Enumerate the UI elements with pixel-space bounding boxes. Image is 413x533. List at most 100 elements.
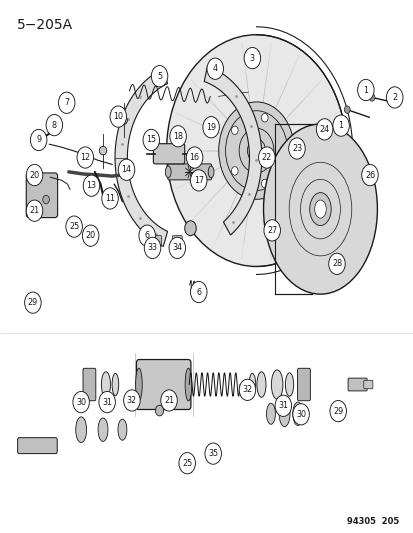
Ellipse shape: [112, 373, 119, 395]
Circle shape: [99, 391, 115, 413]
Circle shape: [66, 216, 82, 237]
Circle shape: [160, 390, 177, 411]
Circle shape: [261, 179, 268, 188]
Text: 28: 28: [331, 260, 341, 268]
Text: 14: 14: [121, 165, 131, 174]
Text: 27: 27: [266, 226, 277, 235]
Circle shape: [139, 225, 155, 246]
Circle shape: [206, 58, 223, 79]
Text: 3: 3: [249, 54, 254, 62]
Text: 31: 31: [102, 398, 112, 407]
Circle shape: [231, 167, 237, 175]
Ellipse shape: [314, 200, 325, 218]
Circle shape: [169, 126, 186, 147]
Circle shape: [155, 405, 163, 416]
Text: 21: 21: [164, 396, 174, 405]
Circle shape: [332, 115, 349, 136]
Circle shape: [202, 117, 219, 138]
Text: 12: 12: [80, 153, 90, 162]
Circle shape: [118, 159, 135, 180]
Text: 35: 35: [208, 449, 218, 458]
Circle shape: [151, 66, 167, 87]
FancyBboxPatch shape: [297, 368, 310, 401]
Circle shape: [123, 390, 140, 411]
Text: 26: 26: [364, 171, 374, 180]
Ellipse shape: [120, 116, 127, 125]
Text: 1: 1: [338, 121, 343, 130]
Circle shape: [218, 102, 294, 199]
Text: 29: 29: [332, 407, 342, 416]
Circle shape: [143, 130, 159, 151]
Circle shape: [169, 237, 185, 259]
Text: 31: 31: [278, 401, 287, 410]
Circle shape: [58, 92, 75, 114]
Circle shape: [190, 281, 206, 303]
Circle shape: [386, 87, 402, 108]
Text: 24: 24: [319, 125, 329, 134]
Text: 25: 25: [69, 222, 79, 231]
Text: 29: 29: [28, 298, 38, 307]
Text: 8: 8: [52, 120, 57, 130]
Circle shape: [144, 237, 160, 259]
Circle shape: [83, 175, 100, 196]
Circle shape: [102, 188, 118, 209]
Ellipse shape: [309, 192, 330, 225]
Text: 4: 4: [212, 64, 217, 73]
Circle shape: [231, 126, 237, 134]
Ellipse shape: [292, 402, 302, 425]
Polygon shape: [115, 69, 167, 246]
Circle shape: [204, 443, 221, 464]
Ellipse shape: [208, 166, 214, 177]
Text: 25: 25: [182, 459, 192, 467]
Text: 11: 11: [105, 194, 115, 203]
Circle shape: [274, 395, 291, 416]
Circle shape: [166, 35, 346, 266]
FancyBboxPatch shape: [167, 164, 211, 180]
FancyBboxPatch shape: [151, 236, 161, 246]
Circle shape: [328, 253, 344, 274]
FancyBboxPatch shape: [363, 380, 372, 389]
FancyBboxPatch shape: [172, 236, 182, 246]
Text: 94305  205: 94305 205: [346, 517, 398, 526]
Ellipse shape: [135, 368, 142, 401]
Ellipse shape: [76, 417, 86, 442]
Circle shape: [316, 119, 332, 140]
Circle shape: [292, 403, 309, 425]
Text: 23: 23: [291, 144, 301, 153]
Text: 33: 33: [147, 244, 157, 253]
FancyBboxPatch shape: [18, 438, 57, 454]
Circle shape: [244, 47, 260, 69]
Circle shape: [30, 130, 47, 151]
Ellipse shape: [256, 372, 266, 397]
Circle shape: [258, 147, 274, 168]
FancyBboxPatch shape: [153, 144, 184, 164]
FancyBboxPatch shape: [83, 368, 95, 401]
Circle shape: [288, 138, 304, 159]
Circle shape: [46, 115, 62, 136]
Text: 16: 16: [189, 153, 199, 162]
FancyBboxPatch shape: [136, 360, 190, 409]
Circle shape: [82, 225, 99, 246]
Text: 20: 20: [29, 171, 40, 180]
Ellipse shape: [185, 368, 191, 401]
Ellipse shape: [285, 373, 293, 396]
Ellipse shape: [101, 372, 110, 397]
Circle shape: [43, 195, 49, 204]
Circle shape: [263, 220, 280, 241]
Text: 17: 17: [193, 176, 203, 185]
Text: 10: 10: [113, 112, 123, 121]
Ellipse shape: [278, 401, 290, 426]
Circle shape: [24, 292, 41, 313]
Text: 30: 30: [76, 398, 86, 407]
Ellipse shape: [266, 403, 275, 424]
Circle shape: [279, 147, 286, 155]
Circle shape: [357, 79, 373, 101]
Text: 7: 7: [64, 98, 69, 107]
Circle shape: [73, 391, 89, 413]
Text: 15: 15: [146, 135, 156, 144]
Circle shape: [190, 169, 206, 191]
Circle shape: [344, 106, 349, 114]
Ellipse shape: [249, 373, 255, 395]
Ellipse shape: [118, 419, 126, 440]
Text: 32: 32: [242, 385, 252, 394]
